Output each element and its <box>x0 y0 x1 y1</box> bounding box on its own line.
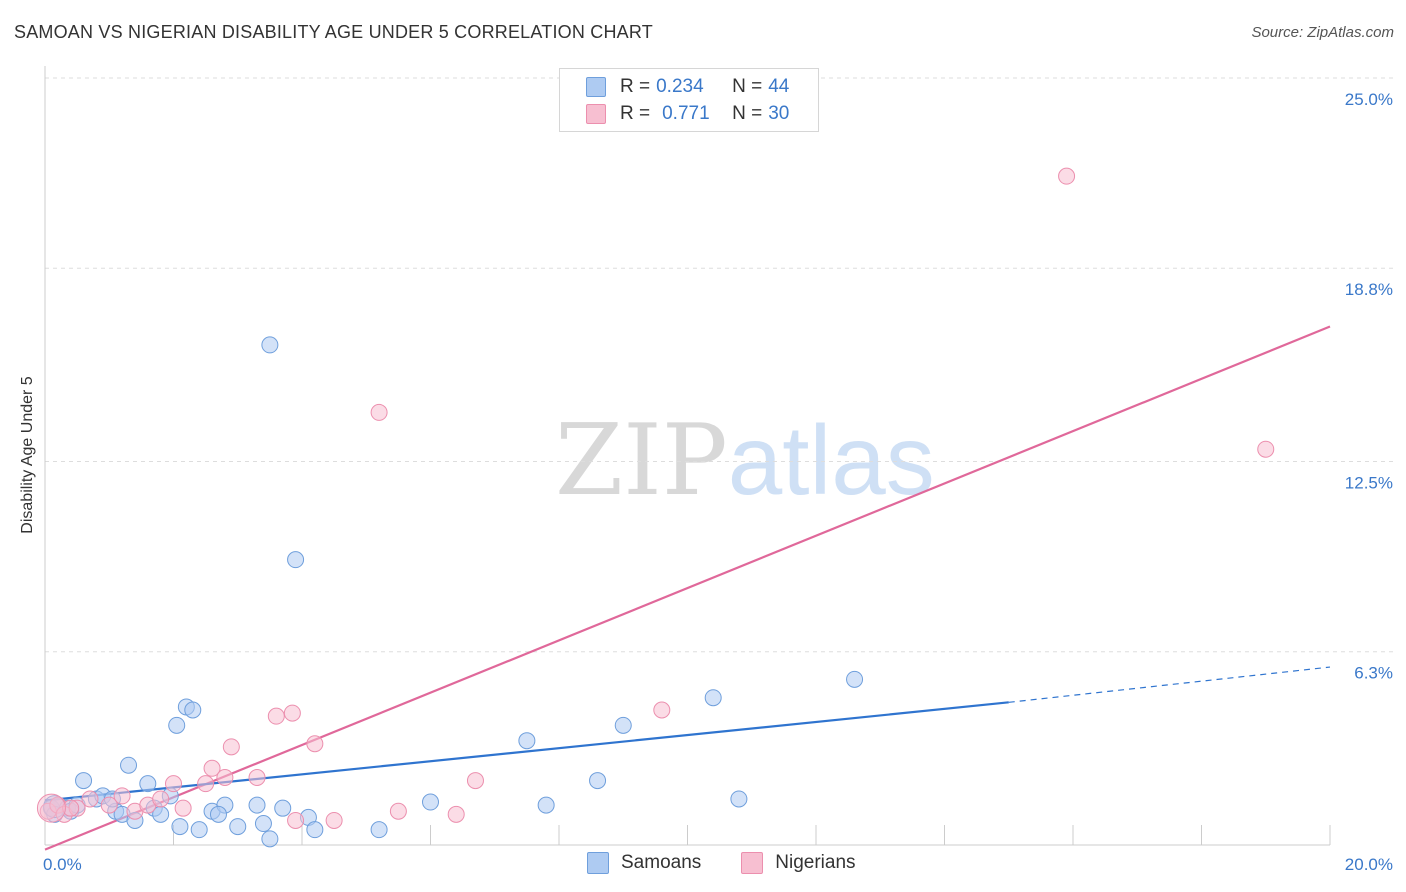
samoans-point <box>422 793 439 811</box>
samoans-point <box>589 772 607 790</box>
samoans-point <box>184 701 202 719</box>
y-tick-label: 18.8% <box>1345 280 1393 299</box>
nigerians-point <box>222 738 240 756</box>
samoans-point <box>229 818 247 836</box>
series-legend-samoans[interactable]: Samoans <box>587 852 701 874</box>
x-tick-label: 20.0% <box>1345 855 1393 874</box>
series-legend-nigerians[interactable]: Nigerians <box>741 852 856 874</box>
y-tick-label: 25.0% <box>1345 90 1393 109</box>
samoans-points <box>42 336 864 848</box>
nigerians-point <box>370 403 388 421</box>
nigerians-point <box>1257 440 1275 458</box>
samoans-point <box>171 818 189 836</box>
nigerians-point <box>447 805 465 823</box>
samoans-point <box>120 756 138 774</box>
axes <box>44 66 1331 846</box>
legend-n-value: 44 <box>768 76 790 97</box>
trend-lines <box>44 325 1331 851</box>
samoans-point <box>168 716 186 734</box>
tick-labels: 6.3% 12.5% 18.8% 25.0% 0.0% 20.0% <box>43 90 1393 874</box>
nigerians-point <box>466 772 484 790</box>
series-swatch-nigerians <box>741 852 764 874</box>
watermark: ZIPatlas <box>555 404 935 518</box>
samoans-point <box>614 716 632 734</box>
samoans-point <box>75 772 93 790</box>
nigerians-point <box>287 811 305 829</box>
samoans-point <box>254 815 272 833</box>
nigerians-point <box>81 790 99 808</box>
samoans-point <box>209 805 227 823</box>
series-label-samoans: Samoans <box>621 852 702 873</box>
series-swatch-samoans <box>587 852 609 874</box>
source-attribution: Source: ZipAtlas.com <box>1251 24 1394 41</box>
samoans-point <box>370 821 388 839</box>
nigerians-point <box>174 799 192 817</box>
legend-n-value: 30 <box>768 103 790 124</box>
legend-swatch-samoans <box>586 77 606 97</box>
x-tick-label: 0.0% <box>43 855 82 874</box>
nigerians-point <box>389 802 407 820</box>
nigerians-point <box>653 701 671 719</box>
legend-n-label: N = <box>732 103 763 124</box>
legend-r-label: R = <box>620 103 651 124</box>
y-tick-label: 6.3% <box>1354 664 1393 683</box>
nigerians-point <box>113 787 131 805</box>
nigerians-points <box>36 167 1275 829</box>
samoans-point <box>537 796 555 814</box>
nigerians-point <box>100 796 118 814</box>
nigerians-point <box>267 707 285 725</box>
samoans-point <box>261 336 279 354</box>
series-label-nigerians: Nigerians <box>775 852 856 873</box>
legend-row-nigerians: R = 0.771 N = 30 <box>586 103 789 125</box>
nigerians-point <box>203 759 221 777</box>
samoans-point <box>248 796 266 814</box>
samoans-point <box>704 689 722 707</box>
nigerians-point <box>283 704 301 722</box>
samoans-point <box>518 732 536 750</box>
nigerians-trend-line <box>44 325 1331 851</box>
nigerians-point <box>1058 167 1076 185</box>
nigerians-point <box>152 790 170 808</box>
nigerians-point <box>36 793 66 823</box>
y-tick-label: 12.5% <box>1345 474 1393 493</box>
nigerians-point <box>165 775 182 793</box>
samoans-point <box>261 830 279 848</box>
legend-row-samoans: R = 0.234 N = 44 <box>586 76 789 98</box>
legend-swatch-nigerians <box>586 104 606 124</box>
legend-r-value: 0.234 <box>656 76 704 97</box>
samoans-point <box>846 670 864 688</box>
samoans-point <box>190 821 208 839</box>
nigerians-point <box>306 735 324 753</box>
samoans-point <box>306 821 324 839</box>
samoans-point <box>730 790 748 808</box>
nigerians-point <box>216 769 234 787</box>
correlation-legend: R = 0.234 N = 44 R = 0.771 N = 30 <box>559 68 819 132</box>
series-legend: Samoans Nigerians <box>587 852 896 874</box>
nigerians-point <box>197 775 215 793</box>
samoans-trend-extension <box>1008 666 1331 703</box>
nigerians-point <box>248 769 266 787</box>
samoans-point <box>287 551 305 569</box>
samoans-point <box>139 775 157 793</box>
legend-r-label: R = <box>620 76 651 97</box>
samoans-point <box>274 799 292 817</box>
legend-n-label: N = <box>732 76 763 97</box>
watermark-atlas: atlas <box>727 405 935 515</box>
chart-title: SAMOAN VS NIGERIAN DISABILITY AGE UNDER … <box>14 22 653 42</box>
legend-r-value: 0.771 <box>662 103 710 124</box>
nigerians-point <box>325 811 343 829</box>
gridlines <box>45 77 1395 653</box>
